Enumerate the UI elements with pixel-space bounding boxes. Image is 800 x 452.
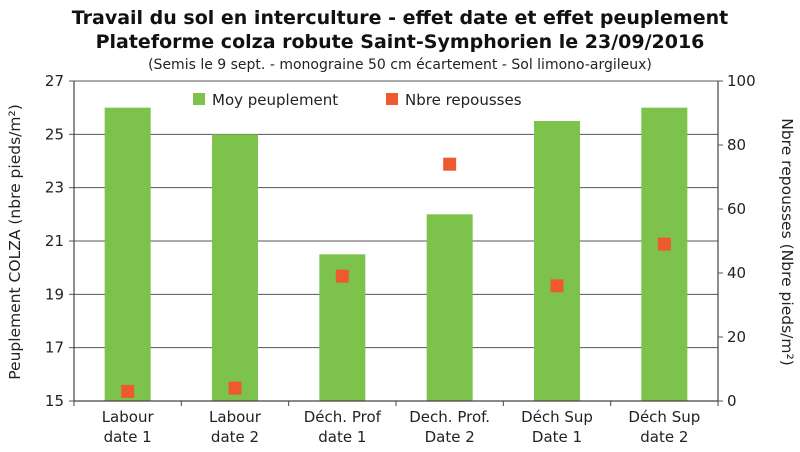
legend: Moy peuplement Nbre repousses [193, 91, 522, 109]
y2-tick-label: 100 [727, 72, 756, 90]
y2-axis-ticks: 0 20 40 60 80 100 [718, 72, 756, 410]
y-tick-label: 19 [45, 285, 64, 303]
bar [641, 107, 688, 402]
scatter-series [121, 157, 671, 398]
bar [104, 107, 151, 402]
x-axis-labels: Labour date 1 Labour date 2 Déch. Prof date 1… [102, 408, 701, 446]
y-tick-label: 17 [45, 339, 64, 357]
y2-tick-label: 60 [727, 200, 746, 218]
legend-swatch-bar [193, 93, 205, 105]
gridlines [74, 80, 718, 402]
scatter-point [657, 237, 671, 251]
bar [426, 214, 473, 401]
y-tick-label: 21 [45, 232, 64, 250]
bar [212, 134, 258, 402]
y2-tick-label: 0 [727, 392, 737, 410]
y-axis-ticks: 15 17 19 21 23 25 27 [45, 72, 74, 410]
y-axis-label: Peuplement COLZA (nbre pieds/m²) [6, 104, 24, 380]
scatter-point [443, 157, 457, 171]
scatter-point [121, 384, 135, 398]
axes [73, 81, 719, 406]
chart-title-line2: Plateforme colza robute Saint-Symphorien… [96, 31, 705, 53]
x-tick-label: Dech. Prof. Date 2 [409, 408, 490, 446]
chart-subtitle: (Semis le 9 sept. - monograine 50 cm éca… [148, 57, 652, 73]
x-tick-label: Déch Sup date 2 [628, 408, 700, 446]
bar-series [104, 107, 688, 402]
scatter-point [550, 279, 564, 293]
x-tick-label: Labour date 2 [209, 408, 262, 446]
y-tick-label: 27 [45, 72, 64, 90]
y2-axis-label: Nbre repousses (Nbre pieds/m²) [778, 118, 796, 366]
y2-tick-label: 80 [727, 136, 746, 154]
legend-label-scatter: Nbre repousses [405, 91, 522, 109]
y-tick-label: 23 [45, 179, 64, 197]
scatter-point [335, 269, 349, 283]
bar [534, 121, 580, 401]
y-tick-label: 15 [45, 392, 64, 410]
x-tick-label: Labour date 1 [102, 408, 155, 446]
y-tick-label: 25 [45, 125, 64, 143]
x-tick-label: Déch Sup Date 1 [521, 408, 593, 446]
y2-tick-label: 20 [727, 328, 746, 346]
legend-label-bar: Moy peuplement [212, 91, 338, 109]
chart-title-line1: Travail du sol en interculture - effet d… [72, 7, 728, 29]
x-tick-label: Déch. Prof date 1 [304, 408, 382, 446]
scatter-point [228, 381, 242, 395]
y2-tick-label: 40 [727, 264, 746, 282]
legend-swatch-scatter [386, 93, 398, 105]
